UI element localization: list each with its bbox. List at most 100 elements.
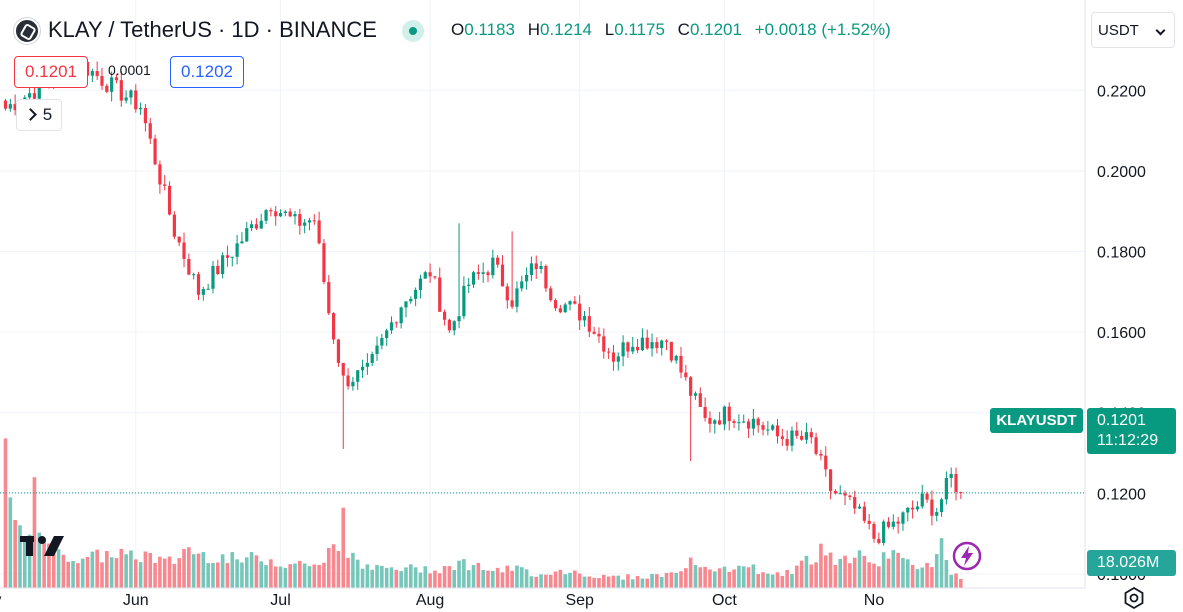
volume-bar [577, 573, 582, 588]
candle-body [771, 425, 775, 430]
candle [674, 354, 678, 364]
candle-body [90, 71, 94, 76]
volume-bar [428, 573, 432, 588]
candle [756, 416, 760, 433]
candle-body [780, 436, 784, 440]
candle-body [848, 495, 852, 498]
price-tick-label: 0.1200 [1097, 486, 1146, 503]
candle-body [814, 437, 818, 454]
candle-body [360, 366, 365, 371]
candle [510, 231, 514, 309]
candle [631, 336, 635, 355]
candle-body [307, 220, 312, 223]
candle-body [553, 300, 558, 309]
candle [679, 346, 683, 379]
candle-body [824, 455, 828, 470]
last-price-tag: 0.1201 11:12:29 [1087, 408, 1176, 454]
candle [804, 422, 809, 444]
candle-body [216, 265, 220, 275]
chevron-icon [23, 108, 37, 121]
candle [616, 352, 620, 371]
candle [293, 210, 297, 225]
candle-body [911, 507, 915, 510]
candle-body [727, 406, 731, 422]
volume-bar [162, 558, 167, 588]
volume-bar [852, 557, 857, 588]
candle [780, 428, 784, 446]
candle [433, 276, 437, 280]
candle [216, 259, 220, 276]
candle [848, 494, 852, 501]
settings-gear-icon[interactable] [1122, 586, 1146, 610]
candle [457, 223, 461, 329]
candle-body [843, 493, 847, 496]
volume-bar [249, 552, 254, 588]
volume-bar [500, 572, 505, 588]
volume-bar [389, 567, 394, 588]
sell-button[interactable]: 0.1201 [14, 56, 88, 88]
volume-bar [828, 552, 833, 588]
volume-bar [23, 536, 27, 588]
candle-body [139, 108, 143, 110]
candle-body [867, 520, 871, 524]
volume-bar [939, 538, 944, 588]
caret-down-icon [1155, 25, 1166, 36]
candle [235, 234, 239, 265]
candle-body [172, 214, 176, 237]
volume-bar [409, 564, 413, 588]
candle-body [635, 346, 640, 351]
candle-body [645, 337, 649, 349]
candle-body [539, 265, 543, 270]
price-axis-bg [1085, 0, 1183, 588]
volume-bar [867, 562, 871, 588]
volume-bar [708, 569, 712, 588]
symbol-title[interactable]: KLAY / TetherUS · 1D · BINANCE [48, 17, 377, 42]
candle-body [722, 406, 727, 425]
candle [158, 160, 162, 194]
candle [587, 306, 591, 338]
volume-bar [529, 576, 534, 588]
candle [689, 376, 693, 462]
tradingview-logo-icon[interactable] [18, 530, 68, 560]
candle-body [640, 337, 644, 351]
market-status-icon[interactable] [402, 20, 424, 42]
volume-bar [32, 477, 37, 588]
candle [607, 348, 611, 360]
candle [549, 285, 553, 302]
candle [317, 211, 321, 245]
buy-button[interactable]: 0.1202 [170, 56, 244, 88]
candle [225, 245, 230, 267]
low-value: 0.1175 [614, 20, 665, 39]
volume-bar [307, 566, 312, 588]
currency-select[interactable]: USDT [1091, 12, 1175, 48]
candle [336, 338, 341, 367]
volume-bars [3, 438, 963, 588]
candle-body [148, 123, 152, 139]
volume-bar [80, 558, 85, 588]
volume-bar [645, 578, 650, 588]
candle [732, 419, 736, 429]
candle [385, 328, 389, 347]
candle [722, 405, 727, 431]
candle [365, 353, 369, 375]
indicators-toggle-button[interactable]: 5 [16, 99, 62, 131]
volume-bar [664, 572, 669, 588]
volume-bar [18, 525, 22, 588]
candle-body [886, 521, 891, 527]
candle [655, 337, 659, 354]
volume-bar [447, 566, 452, 588]
candle [481, 262, 485, 283]
candle-body [283, 211, 287, 213]
lightning-icon[interactable] [952, 541, 982, 571]
candle-body [423, 272, 427, 279]
candle [882, 519, 886, 546]
price-tick-label: 0.1600 [1097, 325, 1146, 342]
candle [853, 490, 857, 514]
volume-bar [746, 567, 751, 588]
time-tick-label: No [864, 592, 885, 609]
candle-body [809, 432, 813, 438]
open-label: O [451, 20, 465, 39]
candle-body [476, 272, 480, 274]
candle [327, 275, 331, 316]
